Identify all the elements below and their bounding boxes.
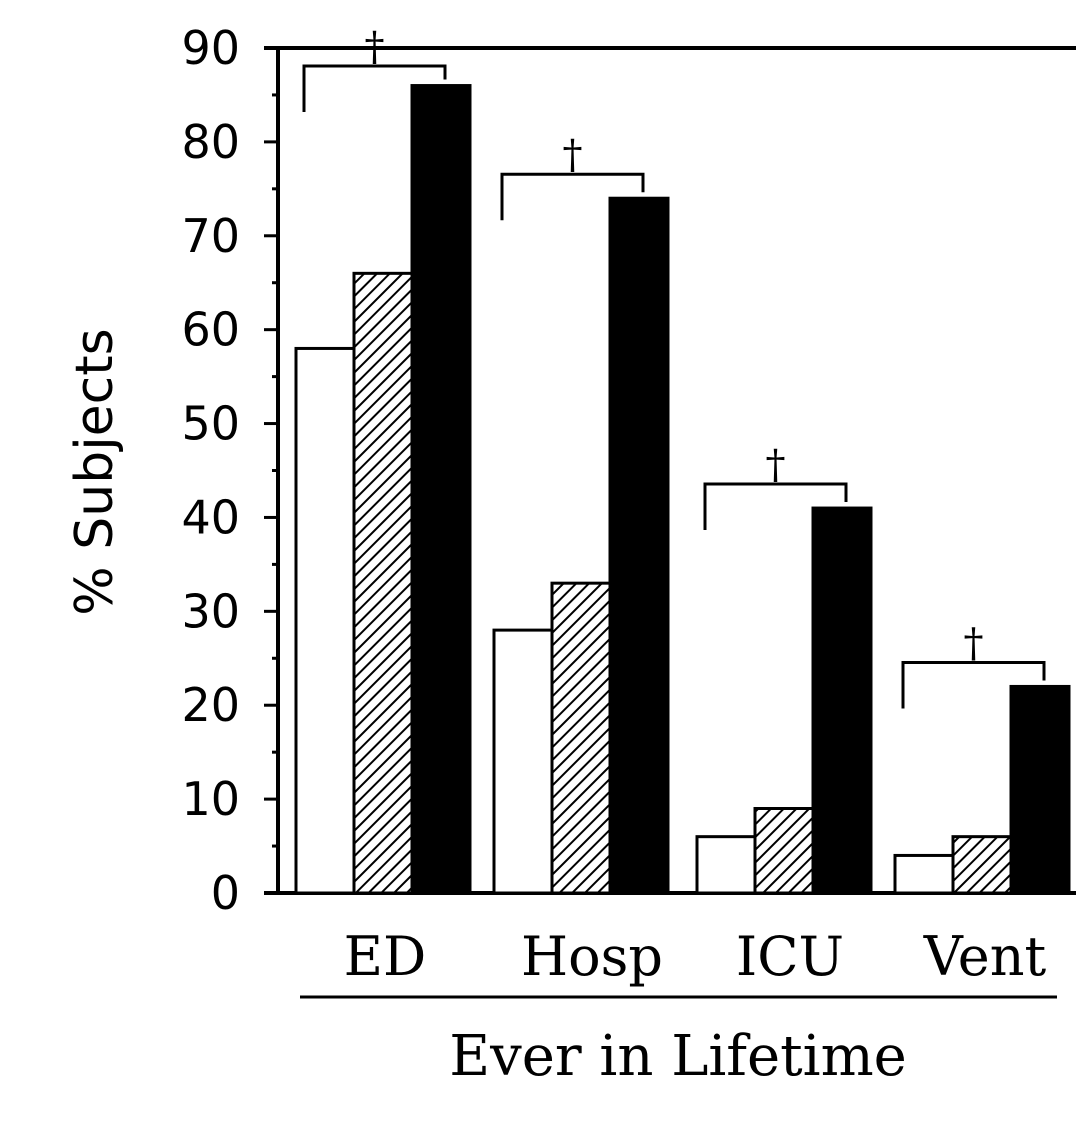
y-tick-label: 0: [211, 866, 240, 920]
labels: 0 10 20 30 40 50 60 70 80 90 ED Hosp ICU Vent Ever in …: [65, 21, 1047, 1089]
bar-icu-series-1: [695, 835, 757, 895]
y-tick-label: 30: [181, 584, 240, 638]
bar-hosp-series-3: [608, 196, 670, 895]
significance-mark-icu: †: [766, 442, 786, 488]
bar-vent-series-2: [951, 835, 1013, 895]
significance-bracket-vent: [901, 660, 1046, 709]
y-tick-label: 20: [181, 678, 240, 732]
y-tick-label: 80: [181, 115, 240, 169]
bar-hosp-series-1: [492, 628, 554, 895]
bars: [294, 84, 1071, 895]
y-tick-label: 70: [181, 209, 240, 263]
bar-vent-series-3: [1009, 684, 1071, 895]
y-tick-label: 10: [181, 772, 240, 826]
y-tick-label: 90: [181, 21, 240, 75]
y-axis-title: % Subjects: [65, 328, 125, 615]
x-category-label-ed: ED: [344, 925, 427, 988]
x-category-label-icu: ICU: [736, 925, 844, 988]
bar-icu-series-2: [753, 807, 815, 895]
significance-mark-ed: †: [365, 24, 385, 70]
y-tick-label: 40: [181, 490, 240, 544]
bar-ed-series-1: [294, 346, 356, 895]
y-tick-label: 60: [181, 303, 240, 357]
significance-brackets: † † † †: [302, 24, 1046, 709]
x-category-label-hosp: Hosp: [521, 925, 663, 988]
significance-mark-hosp: †: [563, 132, 583, 178]
x-axis-title: Ever in Lifetime: [449, 1024, 907, 1089]
x-category-label-vent: Vent: [923, 925, 1047, 988]
significance-bracket-hosp: [500, 172, 645, 221]
bar-ed-series-3: [410, 84, 472, 895]
bar-vent-series-1: [893, 853, 955, 895]
significance-bracket-ed: [302, 64, 447, 112]
significance-mark-vent: †: [964, 620, 984, 666]
bar-hosp-series-2: [550, 581, 612, 895]
y-tick-label: 50: [181, 397, 240, 451]
bar-icu-series-3: [811, 506, 873, 895]
significance-bracket-icu: [703, 482, 848, 531]
bar-ed-series-2: [352, 271, 414, 895]
